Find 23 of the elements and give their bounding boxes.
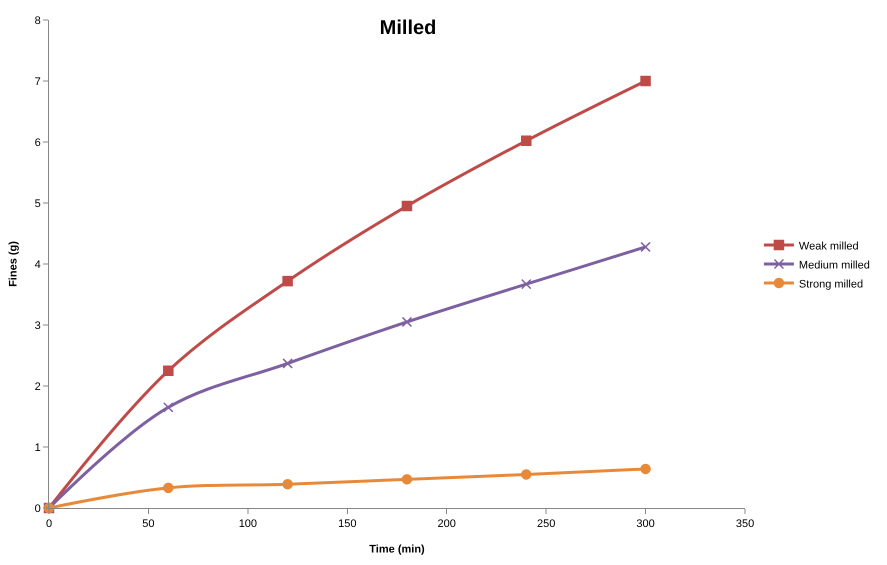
x-tick-label: 150 bbox=[338, 518, 356, 530]
y-tick-label: 0 bbox=[34, 502, 41, 515]
x-tick-label: 0 bbox=[46, 518, 52, 530]
y-tick-label: 1 bbox=[34, 442, 41, 454]
y-tick-label: 4 bbox=[34, 258, 41, 271]
y-tick-label: 6 bbox=[34, 136, 41, 149]
y-tick-label: 7 bbox=[34, 76, 41, 88]
y-axis-title: Fines (g) bbox=[7, 240, 20, 287]
legend-label: Weak milled bbox=[798, 240, 859, 252]
legend-label: Medium milled bbox=[798, 259, 870, 272]
y-tick-label: 2 bbox=[34, 380, 41, 393]
y-tick-label: 3 bbox=[34, 320, 41, 332]
y-tick-label: 8 bbox=[34, 14, 41, 27]
x-tick-label: 300 bbox=[636, 518, 655, 530]
x-tick-label: 200 bbox=[438, 518, 456, 530]
x-tick-label: 100 bbox=[238, 518, 258, 530]
x-axis-title: Time (min) bbox=[369, 543, 426, 556]
legend-label: Strong milled bbox=[798, 278, 864, 290]
x-tick-label: 250 bbox=[536, 518, 556, 530]
y-tick-label: 5 bbox=[34, 198, 41, 210]
x-tick-label: 350 bbox=[736, 518, 754, 530]
x-tick-label: 50 bbox=[142, 518, 155, 530]
chart-title: Milled bbox=[380, 16, 436, 39]
